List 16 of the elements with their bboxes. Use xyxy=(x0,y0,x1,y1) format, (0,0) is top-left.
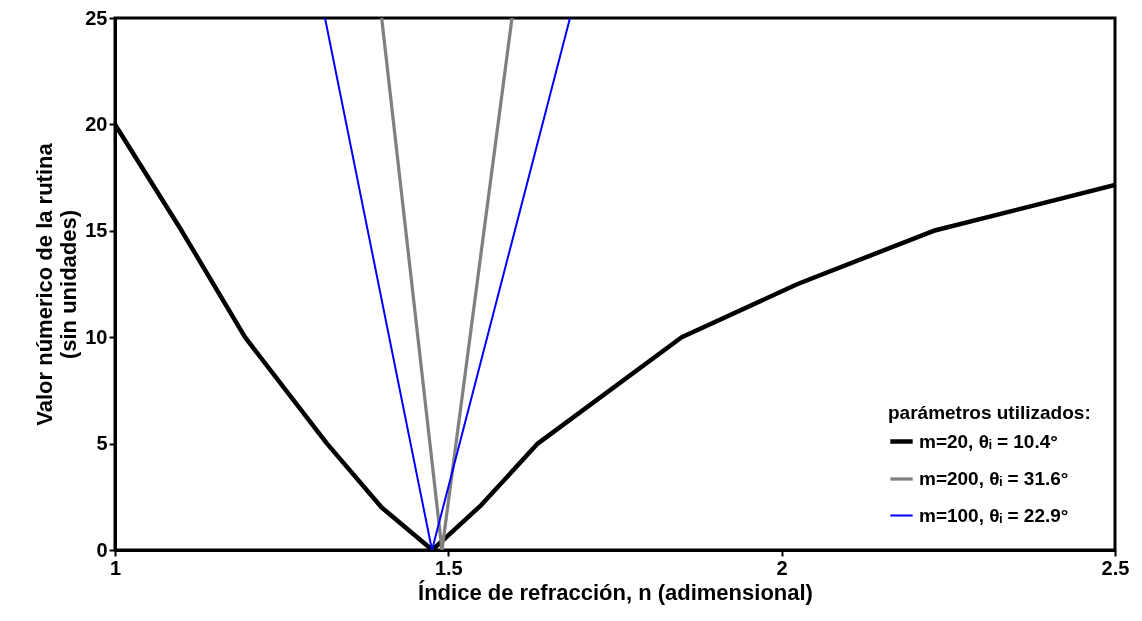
legend-label: m=200, θᵢ = 31.6° xyxy=(919,468,1069,489)
y-tick-label: 25 xyxy=(85,6,108,29)
y-tick-label: 20 xyxy=(85,112,108,135)
y-axis-title: Valor númerico de la rutina (sin unidades) xyxy=(32,142,82,426)
x-tick-label: 2.5 xyxy=(1101,556,1130,579)
x-tick-label: 2 xyxy=(776,556,788,579)
y-tick-label: 15 xyxy=(85,219,108,242)
x-tick-label: 1.5 xyxy=(434,556,463,579)
x-tick-label: 1 xyxy=(109,556,122,579)
x-axis-title: Índice de refracción, n (adimensional) xyxy=(418,579,813,605)
legend-label: m=20, θᵢ = 10.4° xyxy=(919,430,1058,452)
legend-title: parámetros utilizados: xyxy=(888,402,1091,423)
legend-label: m=100, θᵢ = 22.9° xyxy=(919,504,1069,526)
y-tick-label: 10 xyxy=(85,325,108,348)
y-tick-label: 5 xyxy=(96,432,108,455)
y-tick-label: 0 xyxy=(96,538,108,561)
